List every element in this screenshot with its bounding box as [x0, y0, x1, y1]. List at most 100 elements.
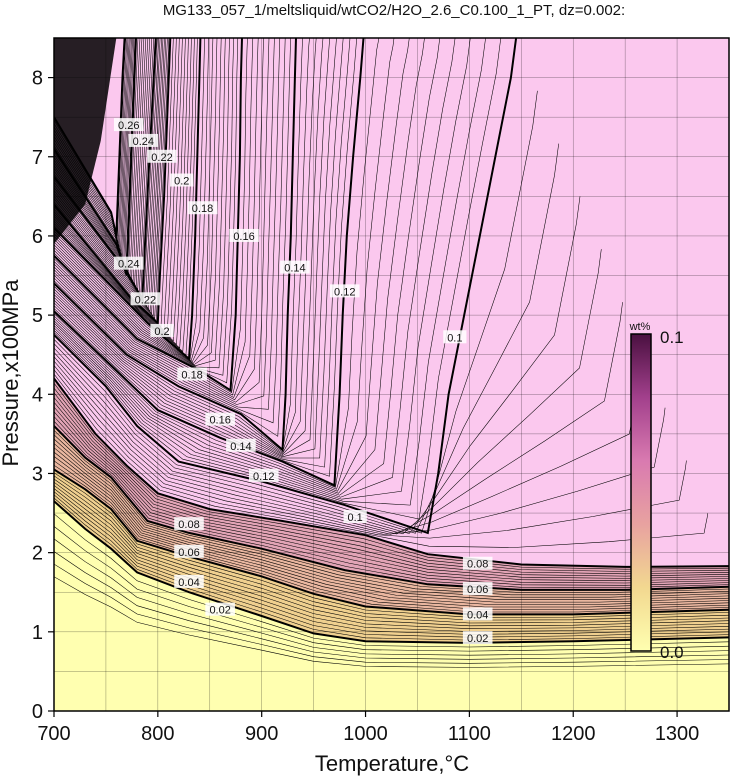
minor-contour	[54, 38, 186, 342]
contour-label-bg	[443, 330, 467, 344]
minor-contour	[54, 472, 729, 618]
contour-label: 0.1	[447, 332, 462, 344]
minor-contour	[54, 38, 379, 488]
contour-label-bg	[205, 412, 235, 426]
minor-contour	[54, 369, 687, 539]
contour-label: 0.06	[467, 584, 488, 596]
concentration-band	[54, 501, 729, 711]
minor-contour	[54, 430, 729, 593]
y-tick-label: 2	[32, 543, 43, 565]
minor-contour	[54, 38, 131, 256]
contour-label-bg	[174, 544, 204, 558]
minor-contour	[54, 526, 729, 652]
minor-contour	[54, 38, 183, 338]
major-contour-0.16	[54, 38, 243, 393]
minor-contour	[54, 551, 729, 660]
minor-contour	[54, 38, 502, 520]
minor-contour	[54, 38, 330, 457]
minor-contour	[54, 38, 441, 496]
contour-label: 0.02	[209, 605, 230, 617]
contour-label-bg	[462, 607, 493, 621]
y-axis-title: Pressure,x100MPa	[0, 279, 23, 467]
minor-contour	[54, 38, 281, 410]
minor-contour	[54, 497, 729, 641]
contour-label: 0.12	[253, 471, 274, 483]
contour-label: 0.12	[334, 286, 355, 298]
minor-contour	[54, 383, 729, 570]
minor-contour	[54, 38, 189, 345]
contour-label: 0.04	[467, 609, 488, 621]
y-tick-label: 7	[32, 147, 43, 169]
minor-contour	[54, 443, 729, 600]
minor-contour	[54, 38, 192, 349]
contour-label-bg	[174, 517, 204, 531]
x-tick-label: 1100	[448, 723, 491, 745]
contour-label-bg	[343, 510, 367, 524]
minor-contour	[54, 38, 425, 494]
minor-contour	[54, 38, 164, 312]
plot-frame	[53, 37, 730, 712]
minor-contour	[54, 491, 729, 635]
y-tick-label: 0	[32, 701, 43, 723]
contour-label: 0.22	[151, 152, 172, 164]
minor-contour	[54, 416, 729, 586]
major-contour-0.26	[54, 38, 126, 237]
minor-contour	[54, 38, 165, 315]
minor-contour	[54, 406, 729, 581]
minor-contour	[54, 402, 729, 579]
minor-contour	[54, 392, 729, 575]
contour-label: 0.04	[178, 577, 199, 589]
minor-contour	[54, 38, 162, 310]
contour-label-bg	[226, 438, 256, 452]
minor-contour	[54, 38, 486, 506]
minor-contour	[54, 475, 729, 621]
contour-label-bg	[177, 367, 207, 381]
contour-label-bg	[150, 323, 174, 337]
contour-label: 0.2	[174, 176, 189, 188]
contour-label-bg	[113, 118, 144, 132]
minor-contour	[54, 38, 133, 264]
minor-contour	[54, 38, 218, 364]
minor-contour	[54, 143, 559, 534]
minor-contour	[54, 38, 259, 398]
major-contour-0.06	[54, 425, 729, 591]
minor-contour	[54, 421, 729, 588]
contour-label: 0.14	[230, 441, 251, 453]
x-tick-label: 1200	[551, 723, 596, 745]
contour-label-bg	[128, 133, 159, 147]
contour-label-bg	[147, 149, 177, 163]
minor-contour	[54, 488, 729, 632]
major-contour-0.12	[54, 38, 365, 487]
minor-contour	[54, 38, 303, 452]
minor-contour	[54, 38, 324, 455]
major-contour-0.08	[54, 377, 729, 568]
y-tick-label: 6	[32, 226, 43, 248]
minor-contour	[54, 513, 729, 648]
x-axis-title: Temperature,°C	[315, 751, 469, 776]
minor-contour	[54, 451, 729, 605]
plot-title: MG133_057_1/meltsliquid/wtCO2/H2O_2.6_C0…	[163, 2, 625, 19]
minor-contour	[54, 38, 456, 498]
contour-label-bg	[248, 468, 279, 482]
minor-contour	[54, 38, 471, 500]
minor-contour	[54, 38, 222, 365]
colorbar-min-label: 0.0	[660, 643, 684, 662]
minor-contour	[54, 38, 344, 459]
minor-contour	[54, 38, 395, 490]
minor-contour	[54, 38, 410, 492]
minor-contour	[54, 38, 132, 260]
x-tick-label: 900	[245, 723, 278, 745]
minor-contour	[54, 434, 729, 596]
contour-label: 0.08	[467, 559, 488, 571]
minor-contour	[54, 373, 708, 548]
contour-label: 0.18	[192, 203, 213, 215]
minor-contour	[54, 438, 729, 598]
minor-contour	[54, 38, 310, 453]
minor-contour	[54, 249, 602, 535]
minor-contour	[54, 38, 159, 305]
minor-contour	[54, 447, 729, 603]
contour-label: 0.02	[467, 633, 488, 645]
minor-contour	[54, 464, 729, 613]
